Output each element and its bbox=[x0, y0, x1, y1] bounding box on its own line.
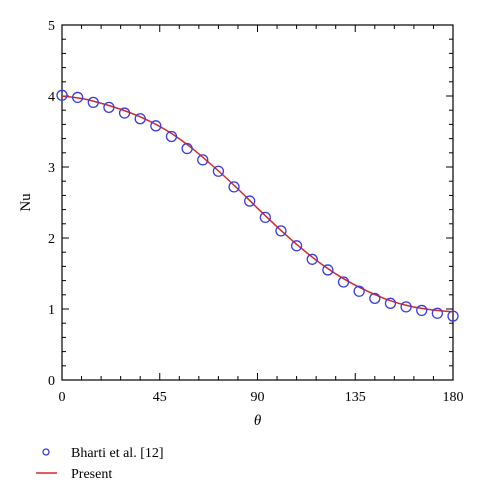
data-point-bharti bbox=[165, 130, 178, 143]
y-tick-label: 1 bbox=[48, 303, 55, 318]
data-point-bharti bbox=[197, 154, 209, 166]
data-point-bharti bbox=[431, 307, 444, 319]
data-point-bharti bbox=[87, 96, 99, 109]
y-tick-label: 5 bbox=[48, 19, 55, 34]
y-tick-label: 4 bbox=[48, 90, 55, 105]
plot-series bbox=[56, 89, 459, 322]
data-point-bharti bbox=[103, 101, 115, 114]
data-point-bharti bbox=[290, 240, 303, 252]
legend: Bharti et al. [12] Present bbox=[36, 446, 164, 482]
y-tick-label: 3 bbox=[48, 161, 55, 176]
data-point-bharti bbox=[369, 292, 381, 305]
data-point-bharti bbox=[244, 195, 256, 207]
data-point-bharti bbox=[400, 301, 412, 313]
data-point-bharti bbox=[56, 89, 68, 101]
data-point-bharti bbox=[306, 253, 318, 265]
data-point-bharti bbox=[212, 165, 225, 177]
legend-label-present: Present bbox=[71, 467, 112, 482]
x-tick-label: 45 bbox=[153, 390, 167, 405]
data-point-bharti bbox=[134, 113, 146, 125]
plot-frame bbox=[61, 24, 454, 381]
data-point-bharti bbox=[259, 211, 271, 224]
legend-label-bharti: Bharti et al. [12] bbox=[71, 446, 164, 461]
x-tick-label: 90 bbox=[251, 390, 265, 405]
y-tick-label: 0 bbox=[48, 374, 55, 389]
data-point-bharti bbox=[275, 225, 287, 237]
y-axis-title: Nu bbox=[18, 193, 34, 212]
series-line-present bbox=[61, 95, 454, 313]
y-tick-label: 2 bbox=[48, 232, 55, 247]
x-tick-label: 135 bbox=[345, 390, 366, 405]
data-point-bharti bbox=[71, 91, 84, 104]
x-axis-title: θ bbox=[254, 413, 262, 429]
data-point-bharti bbox=[228, 181, 240, 193]
data-point-bharti bbox=[337, 276, 350, 288]
data-point-bharti bbox=[150, 120, 162, 132]
data-point-bharti bbox=[181, 142, 193, 155]
data-point-bharti bbox=[384, 297, 397, 309]
legend-marker-bharti bbox=[42, 448, 50, 456]
data-point-bharti bbox=[447, 310, 459, 322]
x-tick-label: 0 bbox=[59, 390, 66, 405]
data-point-bharti bbox=[353, 285, 365, 297]
data-point-bharti bbox=[118, 107, 131, 119]
data-point-bharti bbox=[416, 304, 428, 317]
x-tick-label: 180 bbox=[443, 390, 464, 405]
data-point-bharti bbox=[322, 264, 334, 276]
